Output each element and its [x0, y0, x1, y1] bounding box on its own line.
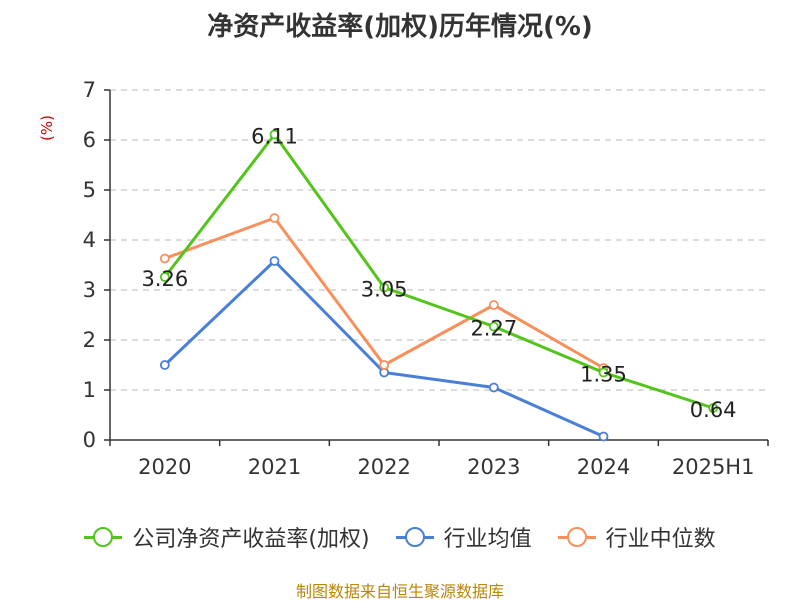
x-tick-label: 2025H1 — [672, 455, 755, 479]
y-tick-label: 7 — [83, 78, 96, 102]
y-tick-label: 6 — [83, 128, 96, 152]
y-tick-label: 3 — [83, 278, 96, 302]
x-tick-label: 2021 — [248, 455, 301, 479]
legend-label: 行业均值 — [443, 527, 532, 552]
data-point — [598, 367, 609, 378]
data-point — [708, 403, 719, 413]
y-axis-label: (%) — [38, 115, 56, 141]
line-chart: 0 1 2 3 4 5 6 7 (%) 2020 2021 2022 2023 2024 2025H1 3.2… — [38, 78, 769, 479]
legend-item[interactable]: 行业中位数 — [557, 521, 716, 553]
data-label: 1.35 — [580, 363, 627, 387]
data-point — [269, 129, 280, 140]
data-point — [488, 321, 499, 332]
chart-title: 净资产收益率(加权)历年情况(%) — [207, 12, 593, 42]
x-tick-label: 2024 — [577, 455, 630, 479]
legend-label: 行业中位数 — [605, 527, 716, 552]
data-label: 3.26 — [141, 267, 188, 291]
legend-item[interactable]: 行业均值 — [395, 521, 532, 553]
legend-swatch-icon — [557, 526, 596, 548]
data-point — [159, 272, 170, 282]
y-tick-label: 0 — [83, 428, 96, 452]
data-point — [379, 360, 390, 370]
series-line — [163, 133, 714, 410]
data-source-note: 制图数据来自恒生聚源数据库 — [295, 582, 504, 601]
y-tick-label: 5 — [83, 178, 96, 202]
x-tick-label: 2022 — [357, 455, 410, 479]
data-point — [379, 282, 390, 293]
data-label: 0.64 — [690, 398, 737, 422]
y-tick-label: 4 — [83, 228, 96, 252]
x-tick-label: 2023 — [467, 455, 520, 479]
x-tick-label: 2020 — [138, 455, 191, 479]
data-point — [159, 360, 170, 370]
legend-item[interactable]: 公司净资产收益率(加权) — [84, 521, 370, 553]
chart-legend: 公司净资产收益率(加权) 行业均值 行业中位数 — [0, 520, 800, 554]
data-label: 2.27 — [470, 317, 517, 341]
data-point — [269, 256, 280, 266]
legend-swatch-icon — [84, 526, 123, 548]
data-label: 3.05 — [361, 278, 408, 302]
data-point — [598, 431, 609, 442]
data-point — [269, 213, 280, 223]
y-tick-label: 1 — [83, 378, 96, 402]
data-point — [488, 300, 499, 310]
data-point — [488, 382, 499, 393]
legend-label: 公司净资产收益率(加权) — [132, 527, 370, 552]
y-tick-label: 2 — [83, 328, 96, 352]
legend-swatch-icon — [395, 526, 434, 548]
data-label: 6.11 — [251, 125, 298, 149]
data-point — [159, 253, 170, 264]
